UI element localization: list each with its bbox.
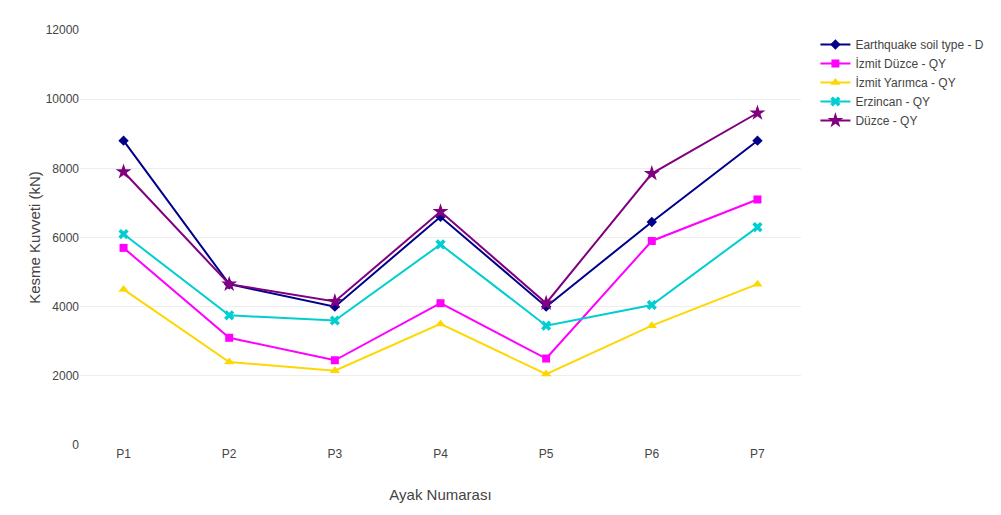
svg-text:2000: 2000 — [52, 369, 79, 383]
svg-text:P1: P1 — [116, 447, 131, 461]
svg-text:Kesme Kuvveti (kN): Kesme Kuvveti (kN) — [26, 171, 43, 304]
svg-text:10000: 10000 — [46, 92, 80, 106]
svg-text:Ayak Numarası: Ayak Numarası — [389, 486, 491, 503]
svg-text:P6: P6 — [644, 447, 659, 461]
svg-text:Earthquake soil type - D: Earthquake soil type - D — [855, 38, 983, 52]
svg-text:Düzce - QY: Düzce - QY — [855, 114, 917, 128]
svg-text:4000: 4000 — [52, 300, 79, 314]
svg-text:12000: 12000 — [46, 23, 80, 37]
svg-text:P2: P2 — [222, 447, 237, 461]
svg-text:P4: P4 — [433, 447, 448, 461]
svg-text:P7: P7 — [750, 447, 765, 461]
svg-text:İzmit Düzce - QY: İzmit Düzce - QY — [855, 57, 946, 71]
svg-text:0: 0 — [72, 438, 79, 452]
svg-text:8000: 8000 — [52, 162, 79, 176]
svg-text:Erzincan - QY: Erzincan - QY — [855, 95, 930, 109]
svg-text:P3: P3 — [328, 447, 343, 461]
svg-text:P5: P5 — [539, 447, 554, 461]
svg-text:6000: 6000 — [52, 231, 79, 245]
svg-text:İzmit Yarımca - QY: İzmit Yarımca - QY — [855, 76, 955, 90]
